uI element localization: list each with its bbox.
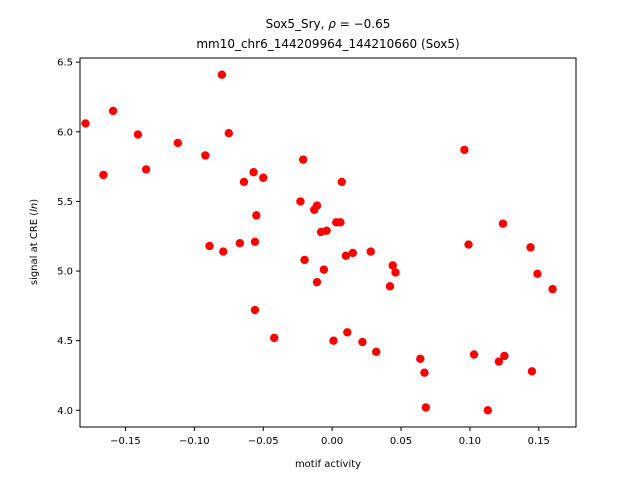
x-axis: −0.15 −0.10 −0.05 0.00 0.05 0.10 0.15 bbox=[110, 427, 550, 447]
data-point-39 bbox=[388, 261, 397, 270]
data-point-3 bbox=[133, 130, 143, 139]
data-point-20 bbox=[299, 155, 308, 164]
x-tick-label: 0.05 bbox=[390, 436, 412, 447]
title-line-2: mm10_chr6_144209964_144210660 (Sox5) bbox=[196, 37, 459, 51]
x-tick-label: 0.10 bbox=[459, 436, 481, 447]
data-point-12 bbox=[239, 177, 249, 187]
x-tick-label: −0.05 bbox=[248, 436, 279, 447]
y-axis-label: signal at CRE (ln) bbox=[29, 199, 40, 285]
data-point-38 bbox=[385, 282, 395, 291]
data-point-33 bbox=[343, 328, 352, 337]
data-point-40 bbox=[391, 268, 400, 277]
data-point-31 bbox=[337, 177, 346, 187]
data-point-45 bbox=[464, 240, 473, 249]
data-point-8 bbox=[217, 70, 227, 79]
data-point-48 bbox=[494, 357, 504, 366]
y-tick-label: 4.5 bbox=[57, 336, 73, 347]
data-point-32 bbox=[341, 251, 351, 260]
data-point-50 bbox=[500, 351, 509, 361]
y-tick-label: 5.5 bbox=[57, 197, 73, 208]
y-tick-label: 6.0 bbox=[57, 127, 73, 138]
data-point-9 bbox=[219, 247, 228, 256]
data-point-14 bbox=[250, 237, 260, 246]
data-point-23 bbox=[312, 201, 322, 210]
data-point-11 bbox=[235, 239, 245, 248]
y-axis: 4.0 4.5 5.0 5.5 6.0 6.5 bbox=[57, 58, 80, 417]
data-point-5 bbox=[173, 138, 183, 148]
data-point-18 bbox=[270, 333, 279, 343]
x-tick-label: 0.00 bbox=[321, 436, 343, 447]
data-point-24 bbox=[312, 277, 322, 287]
data-point-41 bbox=[416, 354, 425, 363]
data-point-30 bbox=[336, 218, 345, 227]
x-tick-label: −0.15 bbox=[110, 436, 141, 447]
data-point-26 bbox=[319, 265, 329, 274]
data-point-27 bbox=[322, 226, 331, 235]
data-points bbox=[81, 70, 557, 415]
data-point-44 bbox=[460, 145, 469, 155]
data-point-2 bbox=[108, 106, 118, 116]
chart-title: Sox5_Sry, ρ = −0.65 mm10_chr6_144209964_… bbox=[196, 17, 459, 51]
plot-area bbox=[79, 57, 577, 428]
data-point-37 bbox=[372, 347, 381, 357]
data-point-43 bbox=[421, 403, 431, 412]
data-point-10 bbox=[224, 128, 233, 138]
data-point-19 bbox=[296, 197, 305, 206]
data-point-49 bbox=[498, 219, 508, 228]
data-point-6 bbox=[201, 151, 210, 160]
data-point-1 bbox=[99, 170, 108, 180]
title-line-1: Sox5_Sry, ρ = −0.65 bbox=[266, 17, 391, 31]
x-axis-label: motif activity bbox=[295, 459, 361, 470]
data-point-47 bbox=[483, 406, 493, 415]
data-point-51 bbox=[526, 243, 535, 252]
data-point-52 bbox=[527, 367, 537, 376]
data-point-15 bbox=[250, 305, 260, 315]
data-point-36 bbox=[366, 247, 375, 256]
data-point-16 bbox=[252, 211, 261, 220]
data-point-17 bbox=[259, 173, 268, 182]
data-point-28 bbox=[329, 336, 338, 345]
data-point-54 bbox=[548, 284, 557, 294]
data-point-13 bbox=[249, 167, 258, 177]
data-point-7 bbox=[205, 241, 214, 251]
x-tick-label: 0.15 bbox=[528, 436, 550, 447]
data-point-35 bbox=[358, 337, 367, 347]
data-point-4 bbox=[141, 165, 151, 174]
data-point-34 bbox=[348, 248, 357, 258]
y-tick-label: 6.5 bbox=[57, 58, 73, 69]
y-tick-label: 4.0 bbox=[57, 406, 73, 417]
data-point-42 bbox=[420, 368, 429, 377]
data-point-0 bbox=[81, 119, 90, 128]
data-point-21 bbox=[300, 255, 309, 265]
y-tick-label: 5.0 bbox=[57, 267, 73, 278]
x-tick-label: −0.10 bbox=[179, 436, 210, 447]
data-point-46 bbox=[469, 350, 479, 359]
data-point-53 bbox=[533, 269, 542, 279]
